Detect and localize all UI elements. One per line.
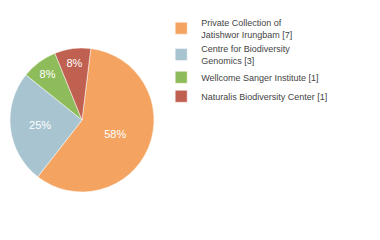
svg-text:Private Collection ofJatishwor: Private Collection ofJatishwor Irungbam … <box>201 18 292 40</box>
svg-text:25%: 25% <box>29 119 51 131</box>
svg-text:8%: 8% <box>40 68 56 80</box>
svg-text:Wellcome Sanger Institute [1]: Wellcome Sanger Institute [1] <box>201 73 318 83</box>
svg-text:Naturalis Biodiversity Center: Naturalis Biodiversity Center [1] <box>201 92 327 102</box>
svg-text:58%: 58% <box>104 128 126 140</box>
svg-text:8%: 8% <box>66 57 82 69</box>
svg-text:Centre for BiodiversityGenomic: Centre for BiodiversityGenomics [3] <box>201 44 290 66</box>
